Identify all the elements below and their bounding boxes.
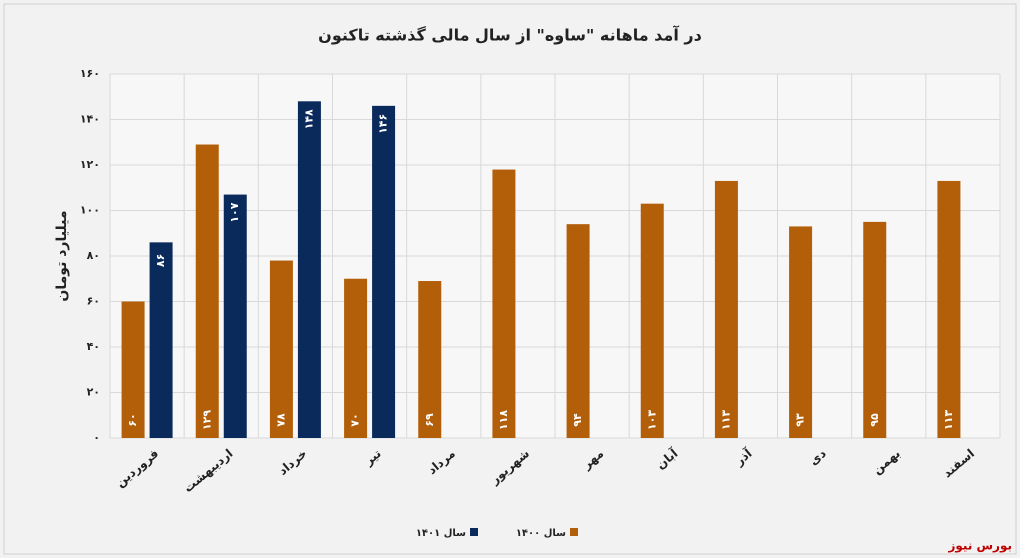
bar — [566, 224, 590, 438]
bar — [149, 242, 173, 438]
data-label: ۱۱۸ — [497, 410, 510, 430]
data-label: ۹۵ — [868, 413, 881, 427]
data-label: ۶۰ — [126, 413, 139, 426]
y-tick-label: ۱۶۰ — [80, 67, 100, 80]
y-tick-label: ۱۴۰ — [80, 113, 100, 126]
y-tick-label: ۱۰۰ — [80, 204, 100, 217]
chart-title: در آمد ماهانه "ساوه" از سال مالی گذشته ت… — [318, 25, 702, 45]
bar — [789, 226, 813, 438]
data-label: ۱۲۹ — [200, 410, 213, 430]
y-tick-label: ۲۰ — [87, 386, 100, 399]
bar — [418, 281, 442, 438]
y-tick-label: ۸۰ — [87, 249, 100, 262]
bar — [640, 203, 664, 438]
bar — [269, 260, 293, 438]
data-label: ۹۳ — [794, 413, 807, 427]
y-tick-label: ۰ — [93, 431, 100, 444]
data-label: ۱۰۷ — [228, 202, 241, 222]
data-label: ۱۱۳ — [942, 410, 955, 430]
bar — [121, 301, 145, 438]
y-tick-label: ۱۲۰ — [80, 158, 100, 171]
data-label: ۸۶ — [154, 254, 167, 267]
data-label: ۹۴ — [571, 413, 584, 427]
bar — [372, 105, 396, 438]
bar — [297, 101, 321, 439]
bar — [344, 278, 368, 438]
data-label: ۱۱۳ — [719, 410, 732, 430]
data-label: ۷۰ — [349, 413, 362, 426]
data-label: ۶۹ — [423, 413, 436, 427]
legend-swatch — [470, 528, 478, 536]
legend-label: سال ۱۴۰۰ — [516, 528, 566, 539]
data-label: ۷۸ — [274, 413, 287, 427]
y-axis-label: میلیارد تومان — [54, 210, 70, 301]
data-label: ۱۰۳ — [645, 410, 658, 430]
source: بورس نیوز — [947, 539, 1012, 554]
legend-label: سال ۱۴۰۱ — [416, 528, 466, 539]
data-label: ۱۴۶ — [377, 114, 390, 134]
bar — [492, 169, 516, 439]
y-tick-label: ۴۰ — [87, 340, 100, 353]
bar — [223, 194, 247, 438]
bar — [863, 221, 887, 438]
bar — [937, 180, 961, 439]
data-label: ۱۴۸ — [302, 109, 315, 129]
y-tick-label: ۶۰ — [87, 295, 100, 308]
bar — [714, 180, 738, 439]
legend-swatch — [570, 528, 578, 536]
bar — [195, 144, 219, 438]
